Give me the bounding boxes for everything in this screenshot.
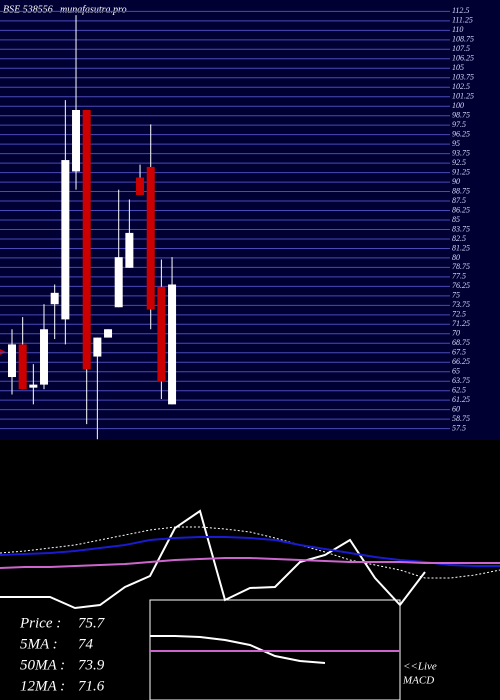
y-tick-label: 90	[452, 177, 460, 186]
y-tick-label: 93.75	[452, 148, 470, 157]
y-tick-label: 57.5	[452, 423, 466, 432]
annotation: <<Live	[403, 661, 437, 673]
y-tick-label: 63.75	[452, 376, 470, 385]
candle-body	[114, 257, 123, 308]
y-tick-label: 81.25	[452, 243, 470, 252]
y-tick-label: 71.25	[452, 319, 470, 328]
series-line	[150, 635, 326, 664]
candle-body	[50, 292, 59, 305]
y-tick-label: 96.25	[452, 129, 470, 138]
y-tick-label: 85	[452, 215, 460, 224]
legend-value: 71.6	[78, 678, 105, 694]
y-tick-label: 61.25	[452, 395, 470, 404]
candle-body	[146, 166, 155, 310]
y-tick-label: 73.75	[452, 300, 470, 309]
y-tick-label: 103.75	[452, 73, 474, 82]
y-tick-label: 67.5	[452, 348, 466, 357]
y-tick-label: 86.25	[452, 205, 470, 214]
y-tick-label: 75	[452, 291, 460, 300]
candle-body	[157, 286, 166, 382]
y-tick-label: 68.75	[452, 338, 470, 347]
legend-label: Price :	[19, 615, 61, 631]
y-tick-label: 78.75	[452, 262, 470, 271]
chart-subtitle: munafasutra.pro	[60, 4, 127, 15]
marker	[0, 349, 6, 355]
chart-title: BSE 538556	[3, 4, 53, 15]
y-tick-label: 97.5	[452, 120, 466, 129]
candle-body	[18, 344, 27, 390]
candle-body	[8, 344, 16, 378]
candle-body	[136, 177, 145, 195]
y-tick-label: 92.5	[452, 158, 466, 167]
y-tick-label: 82.5	[452, 234, 466, 243]
candle-body	[40, 329, 49, 385]
candle-body	[72, 110, 81, 172]
y-tick-label: 108.75	[452, 35, 474, 44]
y-tick-label: 76.25	[452, 281, 470, 290]
y-tick-label: 112.5	[452, 6, 469, 15]
y-tick-label: 101.25	[452, 92, 474, 101]
legend-label: 50MA :	[20, 657, 65, 673]
y-tick-label: 110	[452, 25, 463, 34]
y-tick-label: 98.75	[452, 111, 470, 120]
y-tick-label: 62.5	[452, 386, 466, 395]
y-tick-label: 95	[452, 139, 460, 148]
candle-body	[125, 232, 134, 268]
y-tick-label: 106.25	[452, 54, 474, 63]
y-tick-label: 66.25	[452, 357, 470, 366]
legend-value: 75.7	[78, 615, 106, 631]
candle-body	[82, 110, 91, 370]
series-line	[0, 509, 426, 610]
y-tick-label: 107.5	[452, 44, 470, 53]
series-line	[0, 536, 500, 567]
y-tick-label: 111.25	[452, 16, 473, 25]
legend-label: 5MA :	[20, 636, 58, 652]
series-line	[0, 557, 500, 569]
candle-body	[93, 337, 102, 357]
annotation: MACD	[402, 675, 434, 687]
y-tick-label: 102.5	[452, 82, 470, 91]
y-tick-label: 60	[452, 404, 460, 413]
candle-body	[104, 329, 113, 338]
candle-body	[168, 284, 177, 405]
y-tick-label: 70	[452, 329, 460, 338]
legend-value: 74	[78, 636, 94, 652]
y-tick-label: 83.75	[452, 224, 470, 233]
candle-body	[29, 384, 38, 388]
y-tick-label: 72.5	[452, 310, 466, 319]
y-tick-label: 100	[452, 101, 464, 110]
legend-label: 12MA :	[20, 678, 65, 694]
y-tick-label: 88.75	[452, 186, 470, 195]
series-line	[0, 526, 500, 579]
y-tick-label: 105	[452, 63, 464, 72]
y-tick-label: 65	[452, 367, 460, 376]
y-tick-label: 80	[452, 253, 460, 262]
legend-value: 73.9	[78, 657, 105, 673]
candle-body	[61, 160, 70, 320]
y-tick-label: 87.5	[452, 196, 466, 205]
y-tick-label: 77.5	[452, 272, 466, 281]
y-tick-label: 91.25	[452, 167, 470, 176]
y-tick-label: 58.75	[452, 414, 470, 423]
